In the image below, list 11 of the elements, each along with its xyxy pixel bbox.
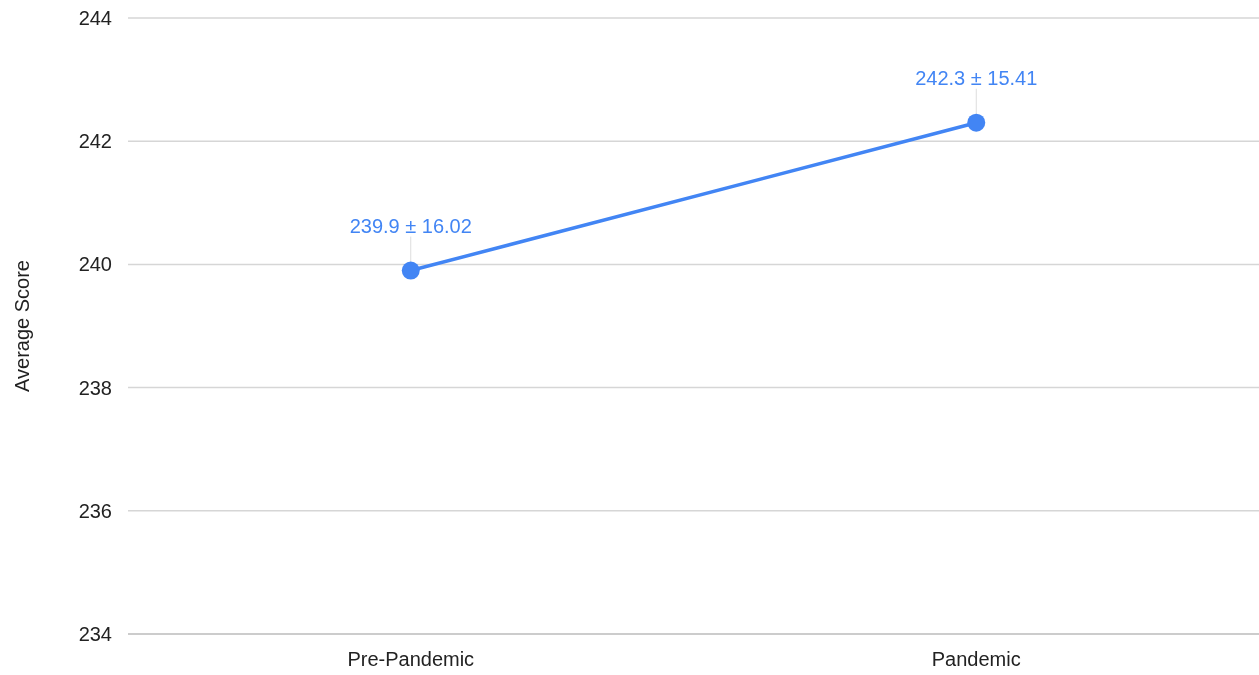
y-axis-title: Average Score — [11, 260, 33, 392]
x-tick-label: Pandemic — [931, 648, 1021, 670]
y-tick-label: 238 — [78, 376, 112, 399]
y-tick-label: 234 — [78, 623, 112, 645]
y-tick-label: 242 — [78, 130, 112, 153]
data-label: 239.9 ± 16.02 — [349, 214, 472, 237]
y-tick-label: 244 — [78, 7, 112, 29]
data-label: 242.3 ± 15.41 — [915, 66, 1038, 89]
y-tick-label: 240 — [78, 253, 112, 276]
x-tick-label: Pre-Pandemic — [347, 648, 475, 670]
y-tick-label: 236 — [78, 499, 112, 522]
